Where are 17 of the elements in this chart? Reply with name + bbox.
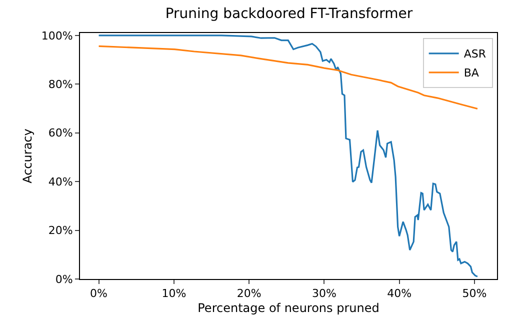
x-tick-label: 20% [236,287,262,300]
x-tick-label: 40% [387,287,412,300]
legend-label: BA [464,66,480,80]
y-tick-label: 40% [48,175,73,188]
chart-title: Pruning backdoored FT-Transformer [165,6,413,22]
x-axis-title: Percentage of neurons pruned [198,301,380,316]
x-tick-label: 30% [312,287,336,300]
legend-label: ASR [464,48,486,61]
y-tick-label: 100% [41,29,73,42]
x-tick-label: 0% [90,287,108,300]
y-tick-label: 20% [48,224,73,238]
y-tick-label: 80% [48,78,73,91]
x-tick-label: 10% [162,287,186,300]
y-tick-label: 60% [48,126,73,140]
y-axis-title: Accuracy [20,128,35,184]
x-tick-label: 50% [462,287,487,300]
y-tick-label: 0% [55,272,73,286]
